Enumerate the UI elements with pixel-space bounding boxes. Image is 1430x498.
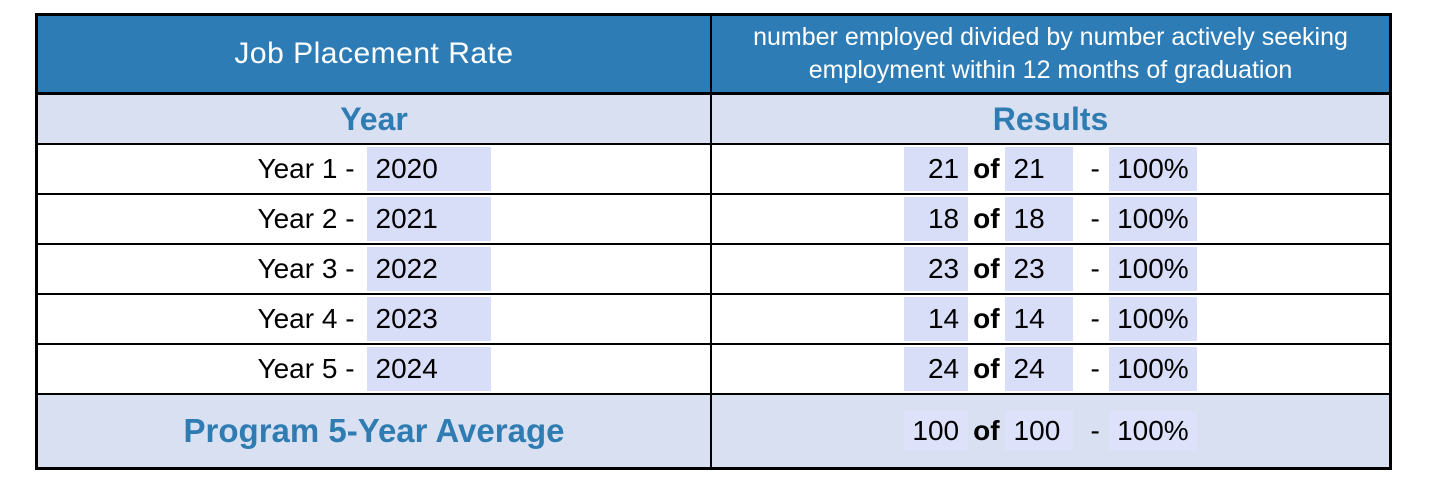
- employed-field[interactable]: 23: [904, 247, 969, 291]
- year-field[interactable]: 2020: [366, 147, 491, 191]
- table-header-row: Job Placement Rate number employed divid…: [38, 16, 1389, 95]
- results-column-header-cell: Results: [712, 95, 1389, 143]
- seeking-total-field[interactable]: 100: [1004, 411, 1073, 451]
- rate-field[interactable]: 100%: [1108, 147, 1197, 191]
- seeking-field[interactable]: 18: [1004, 197, 1073, 241]
- year-cell: Year 2 - 2021: [38, 195, 712, 243]
- dash-separator: -: [1090, 415, 1100, 446]
- table-row: Year 3 - 2022 23 of 23 - 100%: [38, 245, 1389, 295]
- employed-field[interactable]: 21: [904, 147, 969, 191]
- table-title-cell: Job Placement Rate: [38, 16, 712, 92]
- year-field[interactable]: 2021: [366, 197, 491, 241]
- year-row-label: Year 3 -: [257, 253, 355, 284]
- results-cell: 14 of 14 - 100%: [712, 295, 1389, 343]
- year-cell: Year 3 - 2022: [38, 245, 712, 293]
- employed-total-field[interactable]: 100: [904, 411, 969, 451]
- job-placement-table: Job Placement Rate number employed divid…: [35, 13, 1392, 470]
- results-column-header: Results: [992, 100, 1109, 137]
- year-field[interactable]: 2024: [366, 347, 491, 391]
- average-row: Program 5-Year Average 100 of 100 - 100%: [38, 395, 1389, 467]
- of-label: of: [973, 253, 1000, 284]
- year-cell: Year 1 - 2020: [38, 145, 712, 193]
- employed-field[interactable]: 14: [904, 297, 969, 341]
- of-label: of: [973, 415, 1000, 446]
- average-rate-field[interactable]: 100%: [1108, 411, 1197, 451]
- rate-field[interactable]: 100%: [1108, 247, 1197, 291]
- year-column-header-cell: Year: [38, 95, 712, 143]
- year-field[interactable]: 2023: [366, 297, 491, 341]
- year-row-label: Year 1 -: [257, 153, 355, 184]
- year-cell: Year 5 - 2024: [38, 345, 712, 393]
- seeking-field[interactable]: 14: [1004, 297, 1073, 341]
- seeking-field[interactable]: 24: [1004, 347, 1073, 391]
- employed-field[interactable]: 24: [904, 347, 969, 391]
- of-label: of: [973, 203, 1000, 234]
- dash-separator: -: [1090, 153, 1100, 184]
- results-cell: 21 of 21 - 100%: [712, 145, 1389, 193]
- table-row: Year 5 - 2024 24 of 24 - 100%: [38, 345, 1389, 395]
- rate-field[interactable]: 100%: [1108, 197, 1197, 241]
- year-row-label: Year 4 -: [257, 303, 355, 334]
- dash-separator: -: [1090, 303, 1100, 334]
- year-column-header: Year: [340, 100, 408, 137]
- seeking-field[interactable]: 21: [1004, 147, 1073, 191]
- results-cell: 23 of 23 - 100%: [712, 245, 1389, 293]
- year-cell: Year 4 - 2023: [38, 295, 712, 343]
- of-label: of: [973, 153, 1000, 184]
- rate-field[interactable]: 100%: [1108, 347, 1197, 391]
- of-label: of: [973, 303, 1000, 334]
- average-results-cell: 100 of 100 - 100%: [712, 395, 1389, 467]
- column-header-row: Year Results: [38, 95, 1389, 145]
- year-field[interactable]: 2022: [366, 247, 491, 291]
- table-title: Job Placement Rate: [234, 37, 514, 70]
- results-cell: 18 of 18 - 100%: [712, 195, 1389, 243]
- of-label: of: [973, 353, 1000, 384]
- dash-separator: -: [1090, 253, 1100, 284]
- year-row-label: Year 2 -: [257, 203, 355, 234]
- results-cell: 24 of 24 - 100%: [712, 345, 1389, 393]
- dash-separator: -: [1090, 203, 1100, 234]
- table-definition: number employed divided by number active…: [753, 23, 1348, 84]
- table-row: Year 1 - 2020 21 of 21 - 100%: [38, 145, 1389, 195]
- year-row-label: Year 5 -: [257, 353, 355, 384]
- table-row: Year 4 - 2023 14 of 14 - 100%: [38, 295, 1389, 345]
- seeking-field[interactable]: 23: [1004, 247, 1073, 291]
- rate-field[interactable]: 100%: [1108, 297, 1197, 341]
- average-label: Program 5-Year Average: [183, 412, 565, 449]
- dash-separator: -: [1090, 353, 1100, 384]
- table-definition-cell: number employed divided by number active…: [712, 16, 1389, 92]
- employed-field[interactable]: 18: [904, 197, 969, 241]
- table-row: Year 2 - 2021 18 of 18 - 100%: [38, 195, 1389, 245]
- average-label-cell: Program 5-Year Average: [38, 395, 712, 467]
